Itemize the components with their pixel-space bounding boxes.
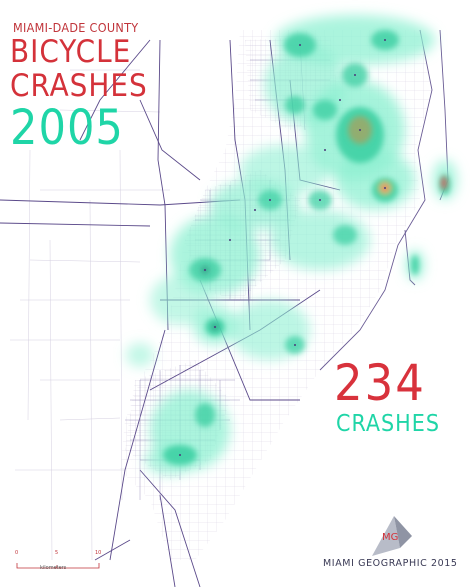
crash-count: 234 [334, 354, 426, 412]
scale-bar: 0 5 10 [15, 550, 105, 569]
county-subtitle: MIAMI-DADE COUNTY [13, 20, 139, 35]
mg-logo-letters: MG [382, 532, 398, 543]
scale-tick-0: 0 [15, 550, 19, 556]
mg-logo-mark [372, 516, 412, 556]
scale-bar-graphic [16, 563, 100, 569]
scale-tick-5: 5 [55, 550, 59, 556]
logo-text: MG [382, 532, 399, 543]
crash-count-label: CRASHES [336, 411, 440, 437]
title-line-bicycle: BICYCLE [10, 34, 132, 70]
credit-text: MIAMI GEOGRAPHIC 2015 [323, 558, 458, 569]
scale-unit-label: kilometers [40, 565, 67, 571]
crash-points [179, 39, 386, 456]
title-line-crashes: CRASHES [10, 68, 148, 104]
scale-tick-10: 10 [95, 550, 102, 556]
title-year: 2005 [10, 100, 124, 156]
western-roads [10, 69, 170, 561]
